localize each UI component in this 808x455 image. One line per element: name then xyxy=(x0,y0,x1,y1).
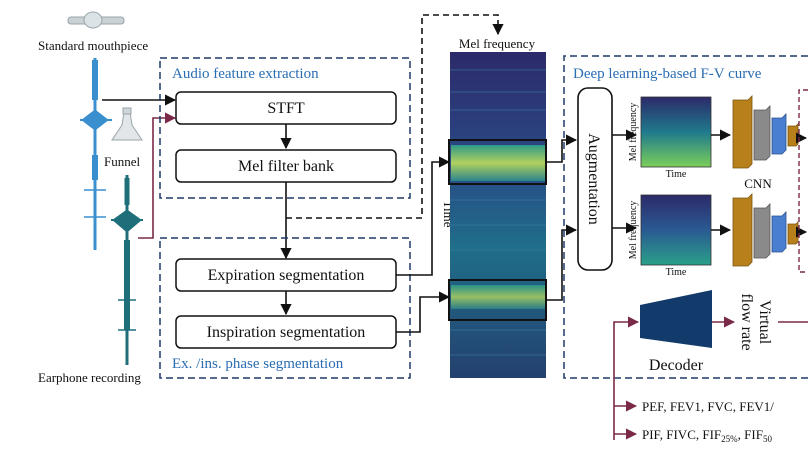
mini2-xlabel: Time xyxy=(666,267,687,278)
cnn-icon-top xyxy=(732,95,799,169)
augmentation-box xyxy=(577,87,613,271)
mel-spectrogram xyxy=(450,52,546,378)
mouthpiece-icon xyxy=(67,11,125,29)
inspiration-to-spec-arrow xyxy=(396,291,451,333)
cnn-label: CNN xyxy=(744,176,772,191)
deep-learning-panel xyxy=(563,55,808,379)
mouthpiece-label: Standard mouthpiece xyxy=(38,38,148,53)
latent-panel-edge xyxy=(798,89,808,273)
mini1-ylabel: Mel frequency xyxy=(628,103,639,162)
dashed-to-spectrogram-arrow xyxy=(286,14,504,219)
earphone-to-stft-arrow xyxy=(138,112,177,239)
spectrogram-top-label: Mel frequency xyxy=(459,36,536,51)
expiration-to-spec-arrow xyxy=(396,156,451,276)
virtual-flow-line1: Virtual xyxy=(756,300,773,345)
segmentation-panel xyxy=(159,237,411,379)
mini-spectrogram-1 xyxy=(640,96,712,168)
audio-feature-title: Audio feature extraction xyxy=(172,66,319,82)
earphone-waveform xyxy=(111,175,143,365)
inspiration-label: Inspiration segmentation xyxy=(207,324,366,341)
virtual-flow-line2: flow rate xyxy=(738,293,755,350)
segmentation-title: Ex. /ins. phase segmentation xyxy=(172,356,344,372)
augmentation-label: Augmentation xyxy=(585,133,602,225)
stft-label: STFT xyxy=(267,100,305,117)
mini2-ylabel: Mel frequency xyxy=(628,201,639,260)
spec-to-augmentation-arrow-top xyxy=(546,134,578,163)
output-inspiratory-metrics: PIF, FIVC, FIF25%, FIF50 xyxy=(642,427,772,444)
cnn-icon-bottom xyxy=(732,193,799,267)
audio-feature-panel xyxy=(159,57,411,199)
deep-learning-title: Deep learning-based F-V curve xyxy=(573,66,762,82)
decoder-label: Decoder xyxy=(649,357,704,374)
output-expiratory-metrics: PEF, FEV1, FVC, FEV1/ xyxy=(642,399,774,414)
spec-to-augmentation-arrow-bottom xyxy=(546,224,578,301)
funnel-icon xyxy=(111,107,143,141)
decoder-input-line xyxy=(613,316,640,440)
funnel-label: Funnel xyxy=(104,154,141,169)
mel-filter-label: Mel filter bank xyxy=(238,158,334,175)
mini1-xlabel: Time xyxy=(666,169,687,180)
mouthpiece-waveform xyxy=(80,58,112,250)
decoder-icon xyxy=(640,290,712,348)
expiration-label: Expiration segmentation xyxy=(208,267,365,284)
earphone-label: Earphone recording xyxy=(38,370,141,385)
mini-spectrogram-2 xyxy=(640,194,712,266)
